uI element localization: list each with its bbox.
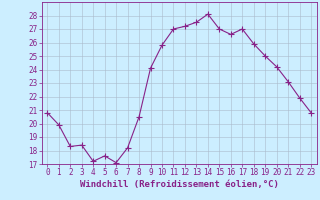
X-axis label: Windchill (Refroidissement éolien,°C): Windchill (Refroidissement éolien,°C) xyxy=(80,180,279,189)
